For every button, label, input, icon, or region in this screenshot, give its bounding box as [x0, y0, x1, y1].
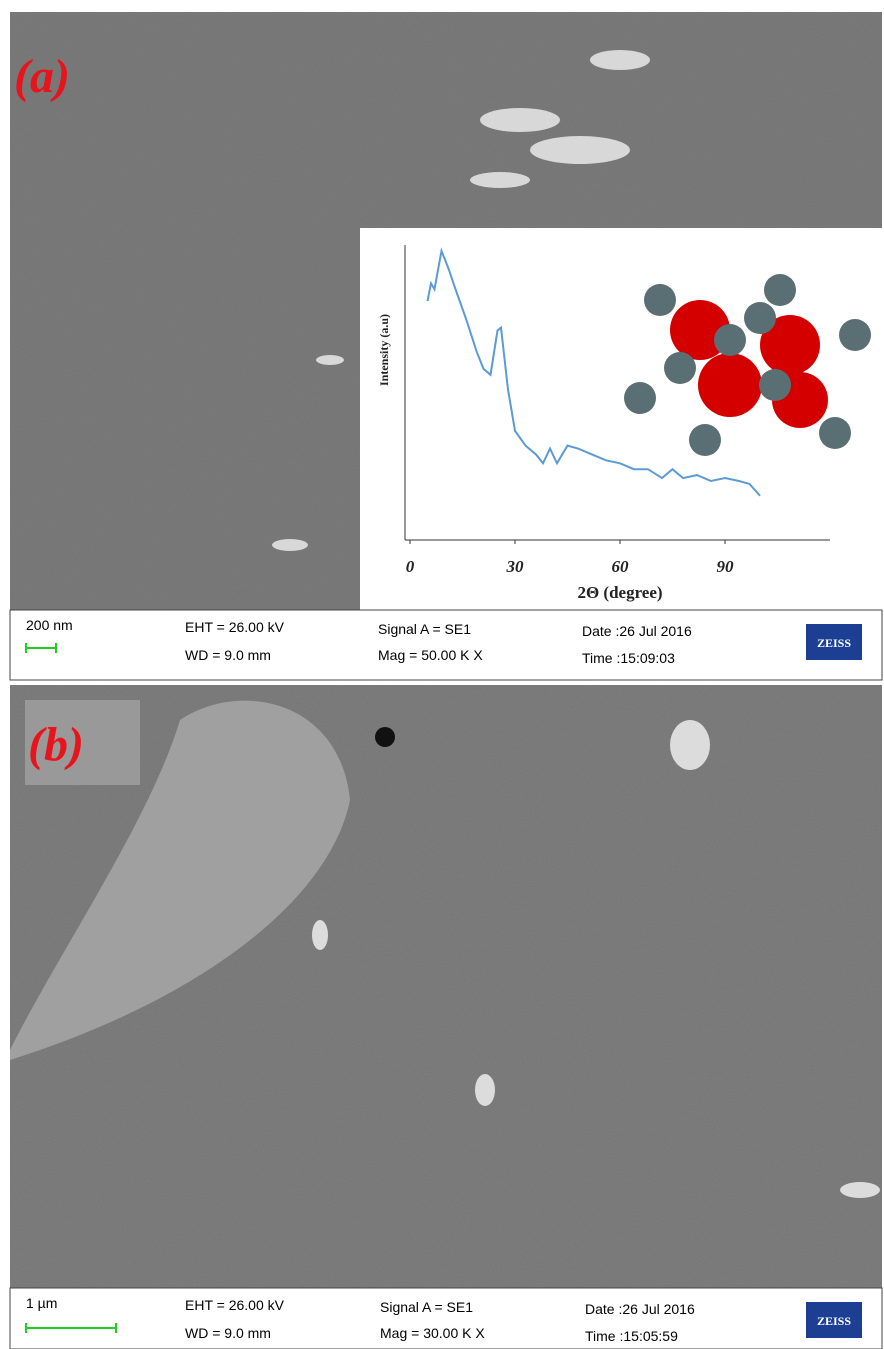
- eht: EHT = 26.00 kV: [185, 619, 285, 635]
- brand: ZEISS: [817, 636, 851, 650]
- x-tick-label: 90: [717, 557, 735, 576]
- mag: Mag = 50.00 K X: [378, 647, 483, 663]
- scale-label: 200 nm: [26, 617, 73, 633]
- wd: WD = 9.0 mm: [185, 1325, 271, 1341]
- x-tick-label: 0: [406, 557, 415, 576]
- figure: (a) Intensity (a.u) 2Θ (degree) 0306090 …: [0, 0, 884, 1349]
- y-axis-title: Intensity (a.u): [377, 314, 391, 386]
- wd: WD = 9.0 mm: [185, 647, 271, 663]
- x-tick-label: 30: [506, 557, 525, 576]
- x-tick-label: 60: [612, 557, 630, 576]
- eht: EHT = 26.00 kV: [185, 1297, 285, 1313]
- time: Time :15:09:03: [582, 650, 675, 666]
- signal: Signal A = SE1: [380, 1299, 473, 1315]
- date: Date :26 Jul 2016: [582, 623, 692, 639]
- date: Date :26 Jul 2016: [585, 1301, 695, 1317]
- x-axis-title: 2Θ (degree): [577, 583, 662, 602]
- panel-label: (a): [14, 50, 70, 103]
- signal: Signal A = SE1: [378, 621, 471, 637]
- scale-label: 1 µm: [26, 1295, 57, 1311]
- brand: ZEISS: [817, 1314, 851, 1328]
- time: Time :15:05:59: [585, 1328, 678, 1344]
- panel-label: (b): [28, 718, 84, 771]
- mag: Mag = 30.00 K X: [380, 1325, 485, 1341]
